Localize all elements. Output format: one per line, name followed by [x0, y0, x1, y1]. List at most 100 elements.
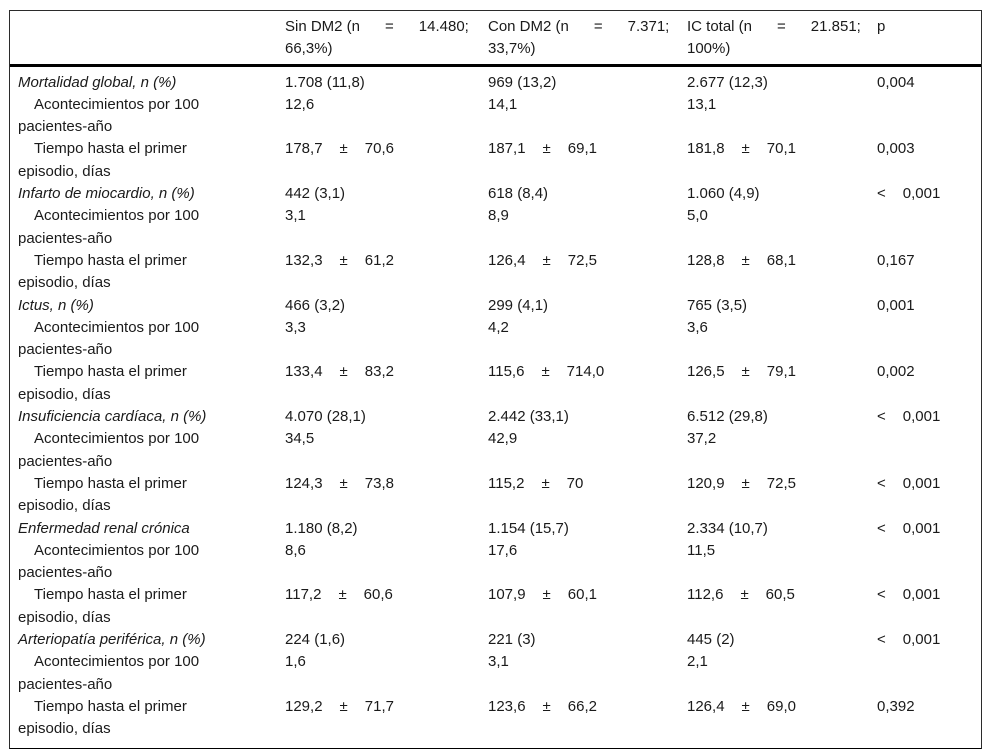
row-label-line: Acontecimientos por 100: [34, 318, 200, 336]
value-cell: 107,9 ±60,1: [488, 584, 687, 629]
text-part: 107,9: [488, 586, 526, 604]
text-part: ±: [541, 474, 550, 492]
value-cell: 3,1: [488, 651, 687, 696]
text-part: 7.371;: [627, 18, 670, 35]
value-cell: 34,5: [285, 428, 488, 473]
table-row: Tiempo hasta el primer episodio, días 117,…: [10, 584, 981, 629]
row-label-line: Tiempo hasta el primer: [34, 697, 187, 715]
value-cell: 618 (8,4): [488, 183, 687, 205]
text-part: 70,1: [766, 140, 796, 158]
row-label: Tiempo hasta el primer episodio, días: [10, 473, 285, 518]
row-label-line: pacientes-año: [18, 118, 113, 136]
row-label-line: pacientes-año: [18, 564, 113, 582]
text-part: ±: [542, 586, 551, 604]
text-part: <: [877, 519, 886, 537]
p-value-cell: [877, 317, 981, 362]
row-label-line: pacientes-año: [18, 675, 113, 693]
value-cell: 123,6 ±66,2: [488, 696, 687, 741]
text-part: ±: [339, 363, 348, 381]
p-value-cell: <0,001: [877, 629, 981, 651]
text-part: ±: [542, 697, 551, 715]
header-line: IC total (n = 21.851;: [687, 16, 877, 38]
text-part: 72,5: [766, 474, 796, 492]
text-part: 71,7: [364, 697, 394, 715]
value-cell: 14,1: [488, 94, 687, 139]
text-part: 714,0: [566, 363, 605, 381]
p-value-cell: [877, 205, 981, 250]
value-cell: 442 (3,1): [285, 183, 488, 205]
text-part: 117,2: [285, 586, 322, 604]
row-label: Tiempo hasta el primer episodio, días: [10, 250, 285, 295]
value-cell: 2,1: [687, 651, 877, 696]
text-part: 17,6: [488, 541, 518, 559]
table-header-row: Sin DM2 (n = 14.480; 66,3%) Con DM2 (n = 7.371…: [10, 11, 981, 67]
row-label-line: episodio, días: [18, 497, 111, 515]
text-part: 5,0: [687, 207, 708, 225]
text-part: 618 (8,4): [488, 185, 549, 203]
header-line: p: [877, 16, 981, 38]
text-part: 0,392: [877, 697, 915, 715]
text-part: 112,6: [687, 586, 724, 604]
text-part: ±: [741, 363, 750, 381]
text-part: 221 (3): [488, 631, 536, 649]
text-part: 129,2: [285, 697, 323, 715]
text-part: <: [877, 185, 886, 203]
text-part: 66,2: [567, 697, 597, 715]
value-cell: 765 (3,5): [687, 295, 877, 317]
table-row: Acontecimientos por 100 pacientes-año 12,6…: [10, 94, 981, 139]
row-label-line: Insuficiencia cardíaca, n (%): [18, 408, 207, 426]
header-line: 33,7%): [488, 38, 687, 60]
table-row: Insuficiencia cardíaca, n (%) 4.070 (28,1…: [10, 406, 981, 428]
text-part: ±: [542, 140, 551, 158]
table-row: Infarto de miocardio, n (%) 442 (3,1) 618 …: [10, 183, 981, 205]
row-label-line: Acontecimientos por 100: [34, 95, 200, 113]
text-part: 60,6: [363, 586, 393, 604]
text-part: 466 (3,2): [285, 296, 346, 314]
table-row: Tiempo hasta el primer episodio, días 132,…: [10, 250, 981, 295]
value-cell: 187,1 ±69,1: [488, 138, 687, 183]
text-part: 69,1: [567, 140, 597, 158]
text-part: 123,6: [488, 697, 526, 715]
table-row: Mortalidad global, n (%) 1.708 (11,8) 969 …: [10, 72, 981, 94]
header-line: 100%): [687, 38, 877, 60]
value-cell: 11,5: [687, 540, 877, 585]
row-label-line: episodio, días: [18, 720, 111, 738]
text-part: 126,4: [687, 697, 725, 715]
text-part: 445 (2): [687, 631, 735, 649]
row-label: Acontecimientos por 100 pacientes-año: [10, 205, 285, 250]
row-label: Acontecimientos por 100 pacientes-año: [10, 651, 285, 696]
text-part: 37,2: [687, 430, 717, 448]
text-part: <: [877, 408, 886, 426]
text-part: 299 (4,1): [488, 296, 549, 314]
table-row: Ictus, n (%) 466 (3,2) 299 (4,1) 765 (3,5) 0…: [10, 295, 981, 317]
row-label: Infarto de miocardio, n (%): [10, 183, 285, 205]
value-cell: 126,4 ±69,0: [687, 696, 877, 741]
value-cell: 8,9: [488, 205, 687, 250]
p-value-cell: <0,001: [877, 406, 981, 428]
text-part: 442 (3,1): [285, 185, 346, 203]
text-part: 21.851;: [810, 18, 861, 35]
value-cell: 115,6 ±714,0: [488, 361, 687, 406]
value-cell: 117,2 ±60,6: [285, 584, 488, 629]
value-cell: 221 (3): [488, 629, 687, 651]
text-part: 3,3: [285, 318, 306, 336]
text-part: ±: [741, 474, 750, 492]
row-label-line: Arteriopatía periférica, n (%): [18, 631, 206, 649]
header-line: Sin DM2 (n = 14.480;: [285, 16, 488, 38]
row-label-line: Tiempo hasta el primer: [34, 140, 187, 158]
text-part: 1.180 (8,2): [285, 519, 358, 537]
row-label-line: pacientes-año: [18, 341, 113, 359]
text-part: 1,6: [285, 653, 306, 671]
header-label-column: [10, 16, 285, 61]
row-label-line: episodio, días: [18, 162, 111, 180]
table-row: Tiempo hasta el primer episodio, días 129,…: [10, 696, 981, 741]
p-value-cell: [877, 651, 981, 696]
value-cell: 4.070 (28,1): [285, 406, 488, 428]
text-part: p: [877, 18, 886, 35]
text-part: 42,9: [488, 430, 518, 448]
p-value-cell: 0,001: [877, 295, 981, 317]
p-value-cell: <0,001: [877, 584, 981, 629]
text-part: 3,1: [285, 207, 306, 225]
text-part: 4,2: [488, 318, 509, 336]
text-part: 1.708 (11,8): [285, 73, 365, 91]
